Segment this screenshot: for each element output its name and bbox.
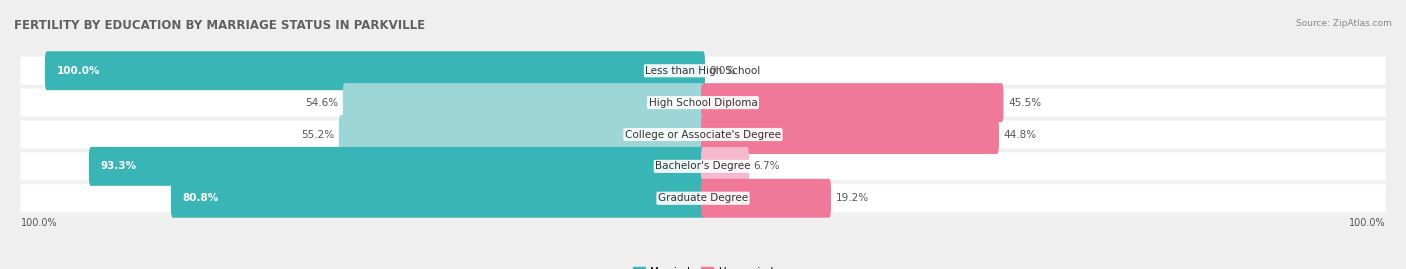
Text: College or Associate's Degree: College or Associate's Degree [626,129,780,140]
Text: 55.2%: 55.2% [301,129,335,140]
FancyBboxPatch shape [20,89,1386,117]
FancyBboxPatch shape [343,83,704,122]
Text: Bachelor's Degree: Bachelor's Degree [655,161,751,171]
Text: 100.0%: 100.0% [1348,218,1385,228]
Text: 100.0%: 100.0% [21,218,58,228]
FancyBboxPatch shape [20,184,1386,212]
FancyBboxPatch shape [339,115,704,154]
Text: Source: ZipAtlas.com: Source: ZipAtlas.com [1296,19,1392,28]
FancyBboxPatch shape [89,147,704,186]
Text: 54.6%: 54.6% [305,98,339,108]
FancyBboxPatch shape [702,115,998,154]
Text: 0.0%: 0.0% [710,66,735,76]
FancyBboxPatch shape [702,147,749,186]
FancyBboxPatch shape [20,57,1386,85]
Text: 6.7%: 6.7% [754,161,780,171]
Text: 19.2%: 19.2% [835,193,869,203]
FancyBboxPatch shape [45,51,704,90]
Text: 93.3%: 93.3% [101,161,136,171]
Text: High School Diploma: High School Diploma [648,98,758,108]
Text: FERTILITY BY EDUCATION BY MARRIAGE STATUS IN PARKVILLE: FERTILITY BY EDUCATION BY MARRIAGE STATU… [14,19,425,32]
FancyBboxPatch shape [20,152,1386,180]
Text: 80.8%: 80.8% [183,193,219,203]
FancyBboxPatch shape [172,179,704,218]
Text: 100.0%: 100.0% [56,66,100,76]
FancyBboxPatch shape [702,83,1004,122]
FancyBboxPatch shape [20,121,1386,148]
Legend: Married, Unmarried: Married, Unmarried [628,263,778,269]
Text: Less than High School: Less than High School [645,66,761,76]
FancyBboxPatch shape [702,179,831,218]
Text: 44.8%: 44.8% [1004,129,1036,140]
Text: Graduate Degree: Graduate Degree [658,193,748,203]
Text: 45.5%: 45.5% [1008,98,1042,108]
